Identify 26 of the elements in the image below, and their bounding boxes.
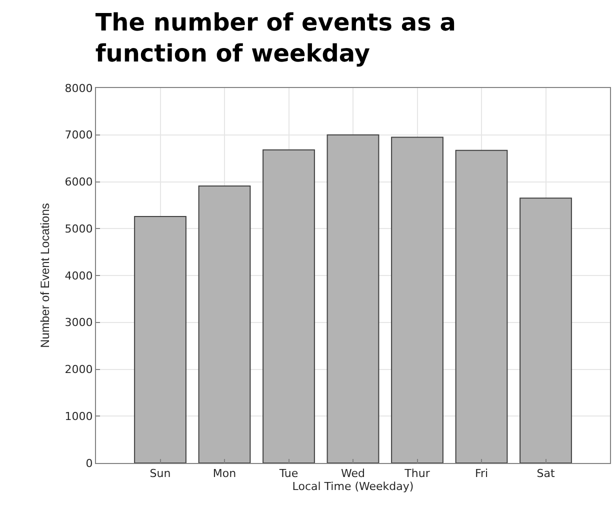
x-tick-label: Sat bbox=[536, 467, 556, 480]
y-tick-label: 2000 bbox=[64, 363, 93, 376]
x-tick-label: Tue bbox=[278, 467, 298, 480]
y-tick-label: 4000 bbox=[64, 269, 93, 282]
y-tick-label: 1000 bbox=[64, 410, 93, 423]
chart-title: The number of events as a function of weekday bbox=[95, 8, 456, 68]
y-tick-label: 8000 bbox=[64, 82, 93, 95]
x-tick-label: Thur bbox=[404, 467, 430, 480]
bar bbox=[262, 149, 315, 463]
bar bbox=[326, 134, 380, 463]
y-tick-label: 3000 bbox=[64, 316, 93, 330]
y-tick-label: 0 bbox=[86, 456, 93, 470]
bar bbox=[455, 150, 508, 463]
y-tick-label: 5000 bbox=[64, 222, 93, 236]
y-tick-label: 7000 bbox=[64, 128, 93, 142]
bar bbox=[134, 216, 186, 463]
bar bbox=[520, 198, 572, 463]
bar bbox=[198, 185, 251, 463]
x-tick-label: Mon bbox=[212, 467, 236, 480]
x-axis-title: Local Time (Weekday) bbox=[292, 480, 414, 494]
y-tick-label: 6000 bbox=[64, 176, 93, 189]
x-tick-label: Fri bbox=[474, 467, 488, 480]
bar bbox=[391, 136, 444, 463]
y-axis-title: Number of Event Locations bbox=[38, 203, 52, 348]
x-tick-label: Sun bbox=[150, 467, 171, 480]
x-tick-label: Wed bbox=[341, 467, 365, 480]
